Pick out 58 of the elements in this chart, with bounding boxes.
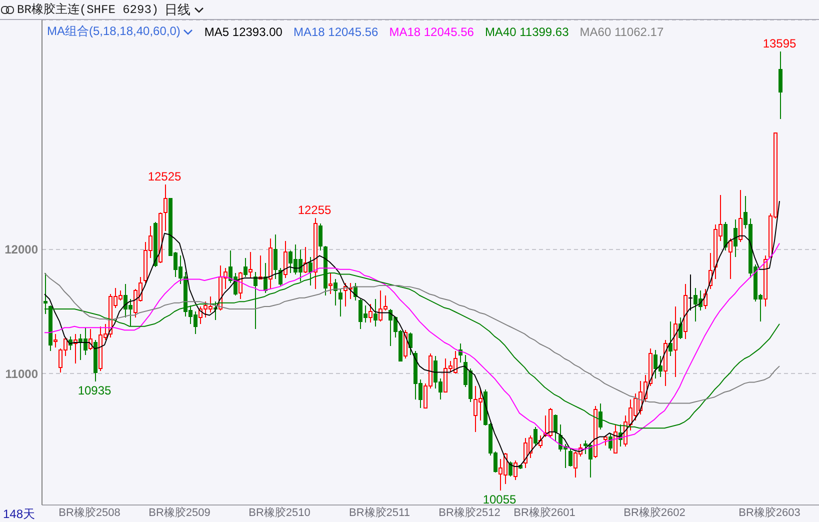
candlestick [408,332,412,356]
candlestick [778,51,782,120]
x-tick-label: BR橡胶2511 [349,506,410,519]
candlestick [724,222,728,252]
text: MA18 12045.56 [389,24,474,38]
candlestick [538,435,542,448]
candlestick [278,268,282,286]
candlestick [514,460,518,481]
candlestick [164,184,168,232]
candlestick [508,461,512,477]
text: MA40 11399.63 [484,24,569,38]
candlestick [688,274,693,311]
candlestick [368,304,372,324]
candlestick [284,240,288,279]
candlestick [338,288,342,317]
candlestick [248,251,252,279]
candlestick [734,219,738,258]
candlestick [238,271,242,300]
candlestick [54,333,58,348]
candlestick [318,222,322,252]
candlestick [274,234,278,280]
candlestick [334,278,338,306]
legend-title: MA组合(5,18,18,40,60,0) [47,23,180,40]
y-tick-label: 12000 [4,242,38,257]
candlestick [554,414,558,442]
candlestick [614,424,618,454]
candlestick [568,448,572,468]
x-tick-label: BR橡胶2512 [438,506,500,519]
candlestick [608,432,612,451]
x-tick-label: BR橡胶2602 [624,506,686,519]
x-tick-label: BR橡胶2601 [514,506,576,519]
legend-label: MA18 12045.56 [293,24,378,38]
candlestick [534,426,538,446]
candlestick [328,272,332,295]
candlestick [244,258,248,278]
text: MA60 11062.17 [580,24,664,38]
annotation: 10055 [482,492,517,507]
candlestick [678,317,682,340]
candlestick [404,330,408,360]
x-tick-label: BR橡胶2508 [58,506,120,519]
candlestick [668,320,672,357]
candlestick [704,288,708,310]
annotation: 12525 [148,169,182,184]
x-tick-label: BR橡胶2509 [148,506,210,519]
annotation: 12255 [298,202,332,217]
candlestick [374,298,378,327]
x-tick-label: BR橡胶2603 [738,506,800,519]
candlestick [304,246,308,274]
candlestick [738,189,742,243]
candlestick [728,238,732,280]
text: 148天 [3,507,36,521]
chart-title: BR橡胶主连(SHFE 6293) [17,2,159,18]
x-tick-label: BR橡胶2510 [248,506,310,519]
annotation: 13595 [762,36,797,51]
y-tick-label: 11000 [5,366,38,381]
text: MA5 12393.00 [204,24,282,38]
annotation: 10935 [78,384,112,398]
chart-subtitle: 日线 [164,0,191,18]
